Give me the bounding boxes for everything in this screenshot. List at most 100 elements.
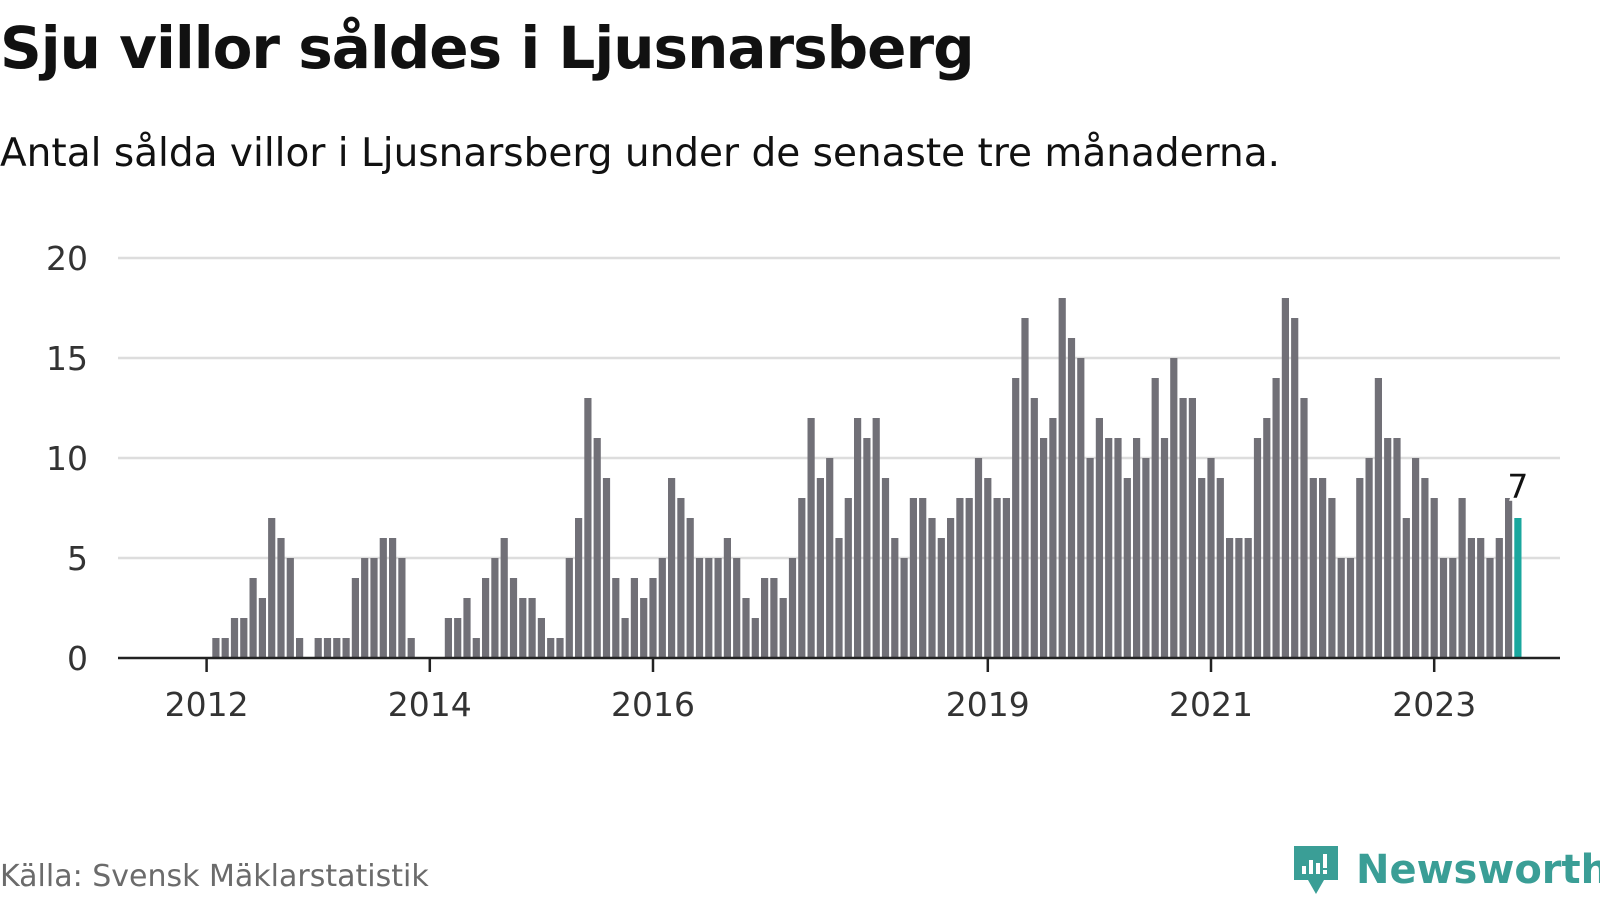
bar	[454, 618, 462, 658]
bar	[900, 558, 908, 658]
bar	[835, 538, 843, 658]
bar	[1328, 498, 1336, 658]
bar	[602, 478, 611, 658]
gridlines: 0 5 10 15 20	[46, 239, 1560, 678]
bar	[1058, 298, 1066, 658]
bar	[1402, 518, 1410, 658]
bar	[407, 638, 415, 658]
y-tick-label: 15	[46, 339, 88, 378]
bar	[1002, 498, 1010, 658]
bar	[761, 578, 769, 658]
bar	[1393, 438, 1401, 658]
bar	[1244, 538, 1252, 658]
bar	[1049, 418, 1057, 658]
bar	[1253, 438, 1262, 658]
bar	[779, 598, 787, 658]
bar	[1300, 398, 1308, 658]
bar	[1495, 538, 1503, 658]
bar	[826, 458, 834, 658]
bar	[612, 578, 620, 658]
bar	[658, 558, 666, 658]
bar	[844, 498, 852, 658]
axes: 2012 2014 2016 2019 2021 2023	[118, 656, 1560, 724]
bar	[1142, 458, 1150, 658]
bar	[695, 558, 704, 658]
bar	[1486, 558, 1494, 658]
bar	[788, 558, 797, 658]
bar	[351, 578, 359, 658]
bar	[984, 478, 992, 658]
bar	[1337, 558, 1345, 658]
bar	[1365, 458, 1373, 658]
bar	[379, 538, 387, 658]
bar	[333, 638, 341, 658]
bar	[212, 638, 220, 658]
bar	[519, 598, 527, 658]
bar	[296, 638, 304, 658]
bar	[314, 638, 322, 658]
bar	[230, 618, 239, 658]
bar	[1449, 558, 1457, 658]
bar	[1263, 418, 1271, 658]
bar	[342, 638, 350, 658]
bar	[1421, 478, 1429, 658]
bar	[1309, 478, 1317, 658]
bar	[537, 618, 545, 658]
bar	[1216, 478, 1224, 658]
bar	[1207, 458, 1215, 658]
y-tick-label: 10	[46, 439, 88, 478]
bar	[1374, 378, 1382, 658]
bar	[575, 518, 583, 658]
x-tick-label: 2019	[946, 685, 1030, 724]
bar	[1291, 318, 1299, 658]
bar	[649, 578, 657, 658]
brand-name: Newsworthy	[1356, 847, 1600, 893]
bar	[1179, 398, 1187, 658]
bar	[472, 638, 480, 658]
x-tick-label: 2012	[165, 685, 249, 724]
bar	[1095, 418, 1103, 658]
bar	[1477, 538, 1485, 658]
bar	[323, 638, 332, 658]
brand-logo: Newsworthy	[1290, 842, 1600, 898]
bar	[686, 518, 694, 658]
bar	[584, 398, 592, 658]
source-note: Källa: Svensk Mäklarstatistik	[0, 859, 429, 894]
bar	[807, 418, 815, 658]
bar	[1384, 438, 1392, 658]
bar	[491, 558, 499, 658]
bar	[919, 498, 927, 658]
bar	[221, 638, 229, 658]
bar	[1105, 438, 1113, 658]
bar	[249, 578, 257, 658]
bar	[370, 558, 378, 658]
bar	[1346, 558, 1355, 658]
y-tick-label: 20	[46, 239, 88, 278]
bar	[1114, 438, 1122, 658]
bar	[528, 598, 536, 658]
bar	[389, 538, 397, 658]
bar	[677, 498, 685, 658]
bar	[556, 638, 564, 658]
bar	[1412, 458, 1420, 658]
x-tick-label: 2023	[1392, 685, 1476, 724]
bar	[872, 418, 880, 658]
bar	[1319, 478, 1327, 658]
chart-subtitle: Antal sålda villor i Ljusnarsberg under …	[0, 131, 1281, 176]
bar	[928, 518, 936, 658]
bar	[1067, 338, 1076, 658]
bar	[1356, 478, 1364, 658]
bar	[1467, 538, 1475, 658]
bar	[891, 538, 899, 658]
bar	[482, 578, 490, 658]
bar	[1170, 358, 1178, 658]
bar	[1226, 538, 1234, 658]
bar	[1086, 458, 1094, 658]
bar	[909, 498, 917, 658]
bar	[947, 518, 955, 658]
bar	[444, 618, 452, 658]
bar	[630, 578, 638, 658]
bar	[463, 598, 471, 658]
bar	[277, 538, 285, 658]
y-tick-label: 0	[67, 639, 88, 678]
